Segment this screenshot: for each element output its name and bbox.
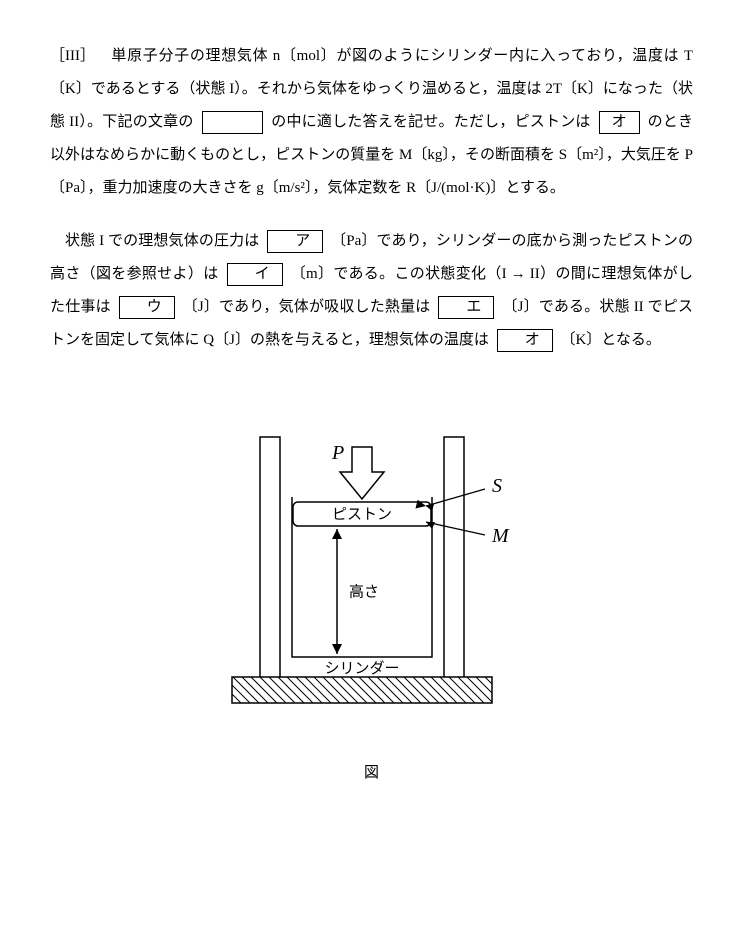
para2-seg1: 状態 I での理想気体の圧力は [65, 233, 259, 249]
svg-text:M: M [491, 525, 510, 547]
figure-caption: 図 [50, 757, 693, 790]
blank-e: エ [438, 296, 494, 319]
para2-seg4: 〔J〕であり，気体が吸収した熱量は [183, 299, 431, 315]
blank-empty [202, 111, 264, 134]
para2-seg6: 〔K〕となる。 [560, 332, 660, 348]
svg-text:シリンダー: シリンダー [324, 660, 399, 677]
problem-number: ［III］ [50, 40, 95, 73]
figure-container: ピストン P 高さシリンダー S M 図 [50, 407, 693, 790]
blank-u: ウ [119, 296, 175, 319]
svg-text:S: S [492, 475, 502, 497]
blank-o: オ [599, 111, 640, 134]
blank-a: ア [267, 230, 323, 253]
blank-o2: オ [497, 329, 553, 352]
cylinder-diagram: ピストン P 高さシリンダー S M [192, 407, 552, 727]
blank-i: イ [227, 263, 283, 286]
svg-text:高さ: 高さ [349, 584, 379, 601]
problem-body: ［III］ 単原子分子の理想気体 n〔mol〕が図のようにシリンダー内に入ってお… [50, 40, 693, 205]
problem-body-2: 状態 I での理想気体の圧力は ア 〔Pa〕であり，シリンダーの底から測ったピス… [50, 225, 693, 357]
svg-text:ピストン: ピストン [331, 506, 391, 523]
para1-seg2: の中に適した答えを記せ。ただし，ピストンは [271, 114, 590, 130]
svg-text:P: P [331, 442, 344, 464]
